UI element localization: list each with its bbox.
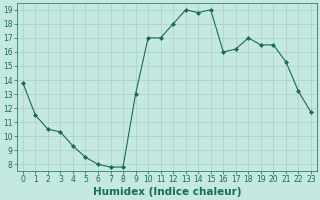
X-axis label: Humidex (Indice chaleur): Humidex (Indice chaleur) bbox=[93, 187, 241, 197]
